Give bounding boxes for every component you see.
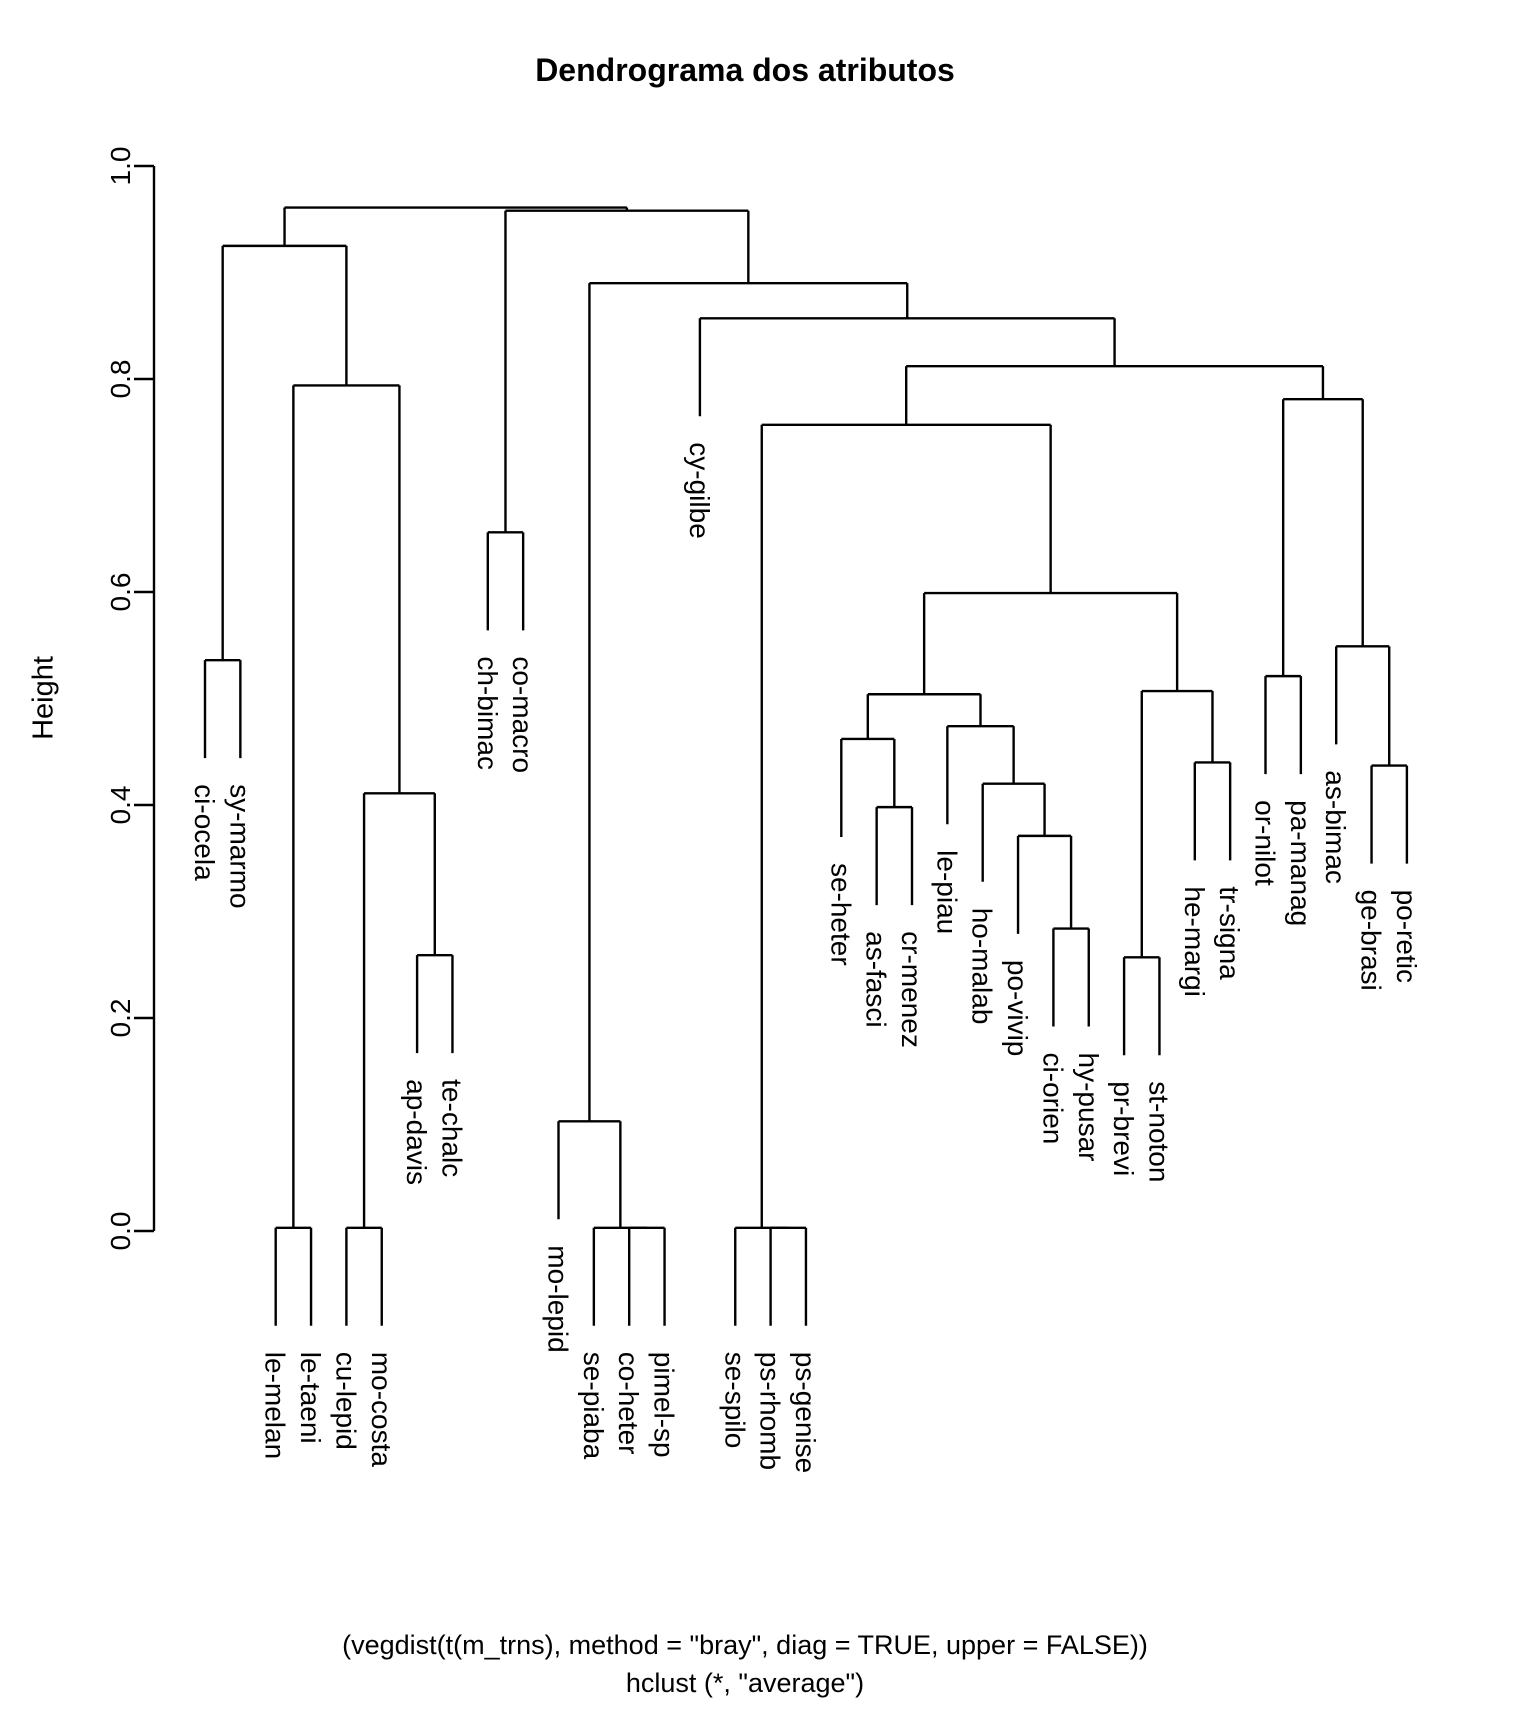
leaf-label: ge-brasi [1356,890,1387,991]
leaf-label: ci-orien [1037,1053,1068,1145]
leaf-label: cu-lepid [330,1352,361,1450]
leaf-label: cr-menez [896,931,927,1048]
leaf-label: le-melan [260,1352,291,1459]
leaf-label: as-fasci [861,931,892,1027]
y-tick-label: 0.2 [105,999,136,1038]
leaf-label: se-piaba [578,1352,609,1460]
leaf-label: mo-lepid [543,1245,574,1352]
leaf-label: co-heter [613,1352,644,1455]
leaf-label: tr-signa [1214,886,1245,980]
leaf-label: mo-costa [366,1352,397,1468]
leaf-label: st-noton [1143,1081,1174,1182]
leaf-label: ho-malab [967,908,998,1025]
y-tick-label: 0.6 [105,573,136,612]
leaf-label: se-heter [825,863,856,966]
y-tick-label: 0.8 [105,360,136,399]
leaf-label: ci-ocela [189,784,220,881]
leaf-label: le-piau [931,850,962,934]
leaf-label: ps-rhomb [755,1352,786,1470]
y-tick-label: 1.0 [105,147,136,186]
leaf-label: po-retic [1391,890,1422,983]
caption-line-1: (vegdist(t(m_trns), method = "bray", dia… [342,1630,1148,1660]
leaf-label: co-macro [507,656,538,773]
leaf-label: ch-bimac [472,656,503,770]
leaf-label: hy-pusar [1073,1053,1104,1162]
y-tick-label: 0.4 [105,786,136,825]
leaf-label: he-margi [1179,886,1210,996]
leaf-label: pimel-sp [649,1352,680,1458]
leaf-label: po-vivip [1002,960,1033,1056]
leaf-label: as-bimac [1320,770,1351,884]
leaf-label: pa-manag [1285,800,1316,926]
chart-title: Dendrograma dos atributos [535,52,955,88]
leaf-label: pr-brevi [1108,1081,1139,1176]
leaf-label: cy-gilbe [684,442,715,538]
leaf-label: sy-marmo [224,784,255,908]
y-tick-label: 0.0 [105,1212,136,1251]
leaf-label: te-chalc [436,1079,467,1177]
leaf-label: se-spilo [719,1352,750,1448]
leaf-label: le-taeni [295,1352,326,1444]
leaf-label: ps-genise [790,1352,821,1473]
leaf-label: or-nilot [1250,800,1281,886]
leaf-label: ap-davis [401,1079,432,1185]
caption-line-2: hclust (*, "average") [625,1668,865,1698]
